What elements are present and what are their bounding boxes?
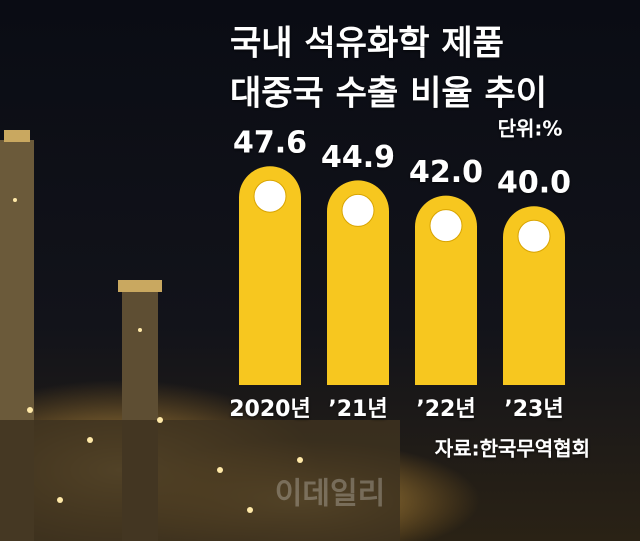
bar xyxy=(327,180,389,385)
value-label: 40.0 xyxy=(497,166,571,201)
chart-title: 대중국 수출 비율 추이 xyxy=(230,74,547,114)
refinery xyxy=(0,130,480,541)
x-tick-label: ’23년 xyxy=(504,397,563,422)
x-tick-label: ’22년 xyxy=(416,397,475,422)
unit-label: 단위:% xyxy=(498,117,563,141)
bar-dot xyxy=(253,179,287,213)
value-label: 42.0 xyxy=(409,155,483,190)
watermark: 이데일리 xyxy=(275,477,385,512)
x-tick-label: 2020년 xyxy=(229,397,310,422)
chart-title: 국내 석유화학 제품 xyxy=(230,24,504,64)
bar-dot xyxy=(517,219,551,253)
source: 자료:한국무역협회 xyxy=(435,437,590,461)
bar xyxy=(239,166,301,385)
bar-dot xyxy=(429,209,463,243)
bar-dot xyxy=(341,193,375,227)
bar xyxy=(503,206,565,385)
x-tick-label: ’21년 xyxy=(328,397,387,422)
bar xyxy=(415,195,477,385)
value-label: 44.9 xyxy=(321,140,395,175)
value-label: 47.6 xyxy=(233,126,307,161)
